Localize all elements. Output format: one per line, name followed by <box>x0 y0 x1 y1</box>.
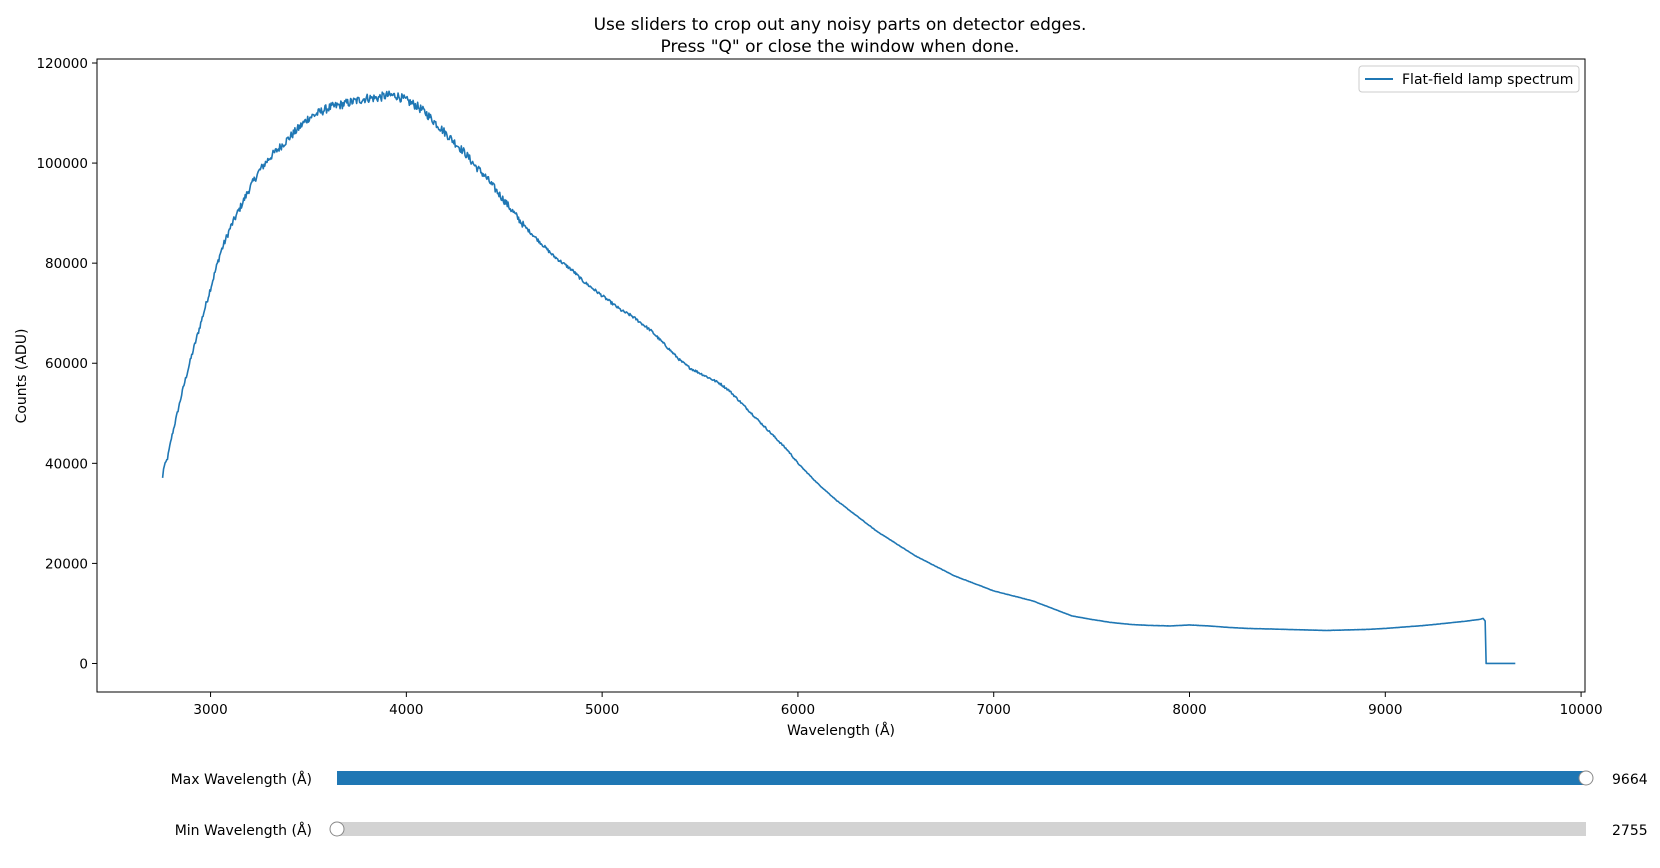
x-tick-label: 4000 <box>389 702 423 718</box>
chart-title-line-1: Use sliders to crop out any noisy parts … <box>594 15 1087 35</box>
x-tick-label: 7000 <box>977 702 1011 718</box>
max-wavelength-slider[interactable]: Max Wavelength (Å) 9664 <box>171 770 1648 788</box>
max-wavelength-fill <box>337 771 1586 785</box>
x-tick-label: 10000 <box>1560 702 1603 718</box>
min-wavelength-handle[interactable] <box>329 821 345 837</box>
x-tick-label: 3000 <box>193 702 227 718</box>
legend: Flat-field lamp spectrum <box>1358 65 1580 93</box>
min-wavelength-slider[interactable]: Min Wavelength (Å) 2755 <box>175 821 1648 839</box>
max-wavelength-value: 9664 <box>1612 772 1648 788</box>
y-tick-label: 60000 <box>45 356 88 372</box>
min-wavelength-value: 2755 <box>1612 823 1648 839</box>
x-axis-label: Wavelength (Å) <box>787 722 895 739</box>
y-tick-label: 40000 <box>45 456 88 472</box>
y-tick-label: 0 <box>79 656 88 672</box>
max-wavelength-label: Max Wavelength (Å) <box>171 771 312 788</box>
legend-entry: Flat-field lamp spectrum <box>1402 72 1573 88</box>
plot-area <box>96 58 1586 693</box>
max-wavelength-handle[interactable] <box>1578 770 1594 786</box>
y-tick-label: 100000 <box>36 156 88 172</box>
min-wavelength-track[interactable] <box>337 822 1586 836</box>
x-tick-label: 5000 <box>585 702 619 718</box>
x-tick-label: 8000 <box>1172 702 1206 718</box>
legend-box <box>1358 65 1580 93</box>
y-tick-label: 80000 <box>45 256 88 272</box>
x-tick-label: 6000 <box>781 702 815 718</box>
y-axis-ticks: 0 20000 40000 60000 80000 100000 120000 <box>36 56 97 672</box>
y-tick-label: 120000 <box>36 56 88 72</box>
series-line-flat-field-lamp <box>161 90 1516 665</box>
y-tick-label: 20000 <box>45 556 88 572</box>
y-axis-label: Counts (ADU) <box>14 329 30 424</box>
min-wavelength-label: Min Wavelength (Å) <box>175 822 312 839</box>
chart-title-line-2: Press "Q" or close the window when done. <box>661 37 1020 57</box>
x-tick-label: 9000 <box>1368 702 1402 718</box>
x-axis-ticks: 3000 4000 5000 6000 7000 8000 9000 10000 <box>193 692 1603 718</box>
